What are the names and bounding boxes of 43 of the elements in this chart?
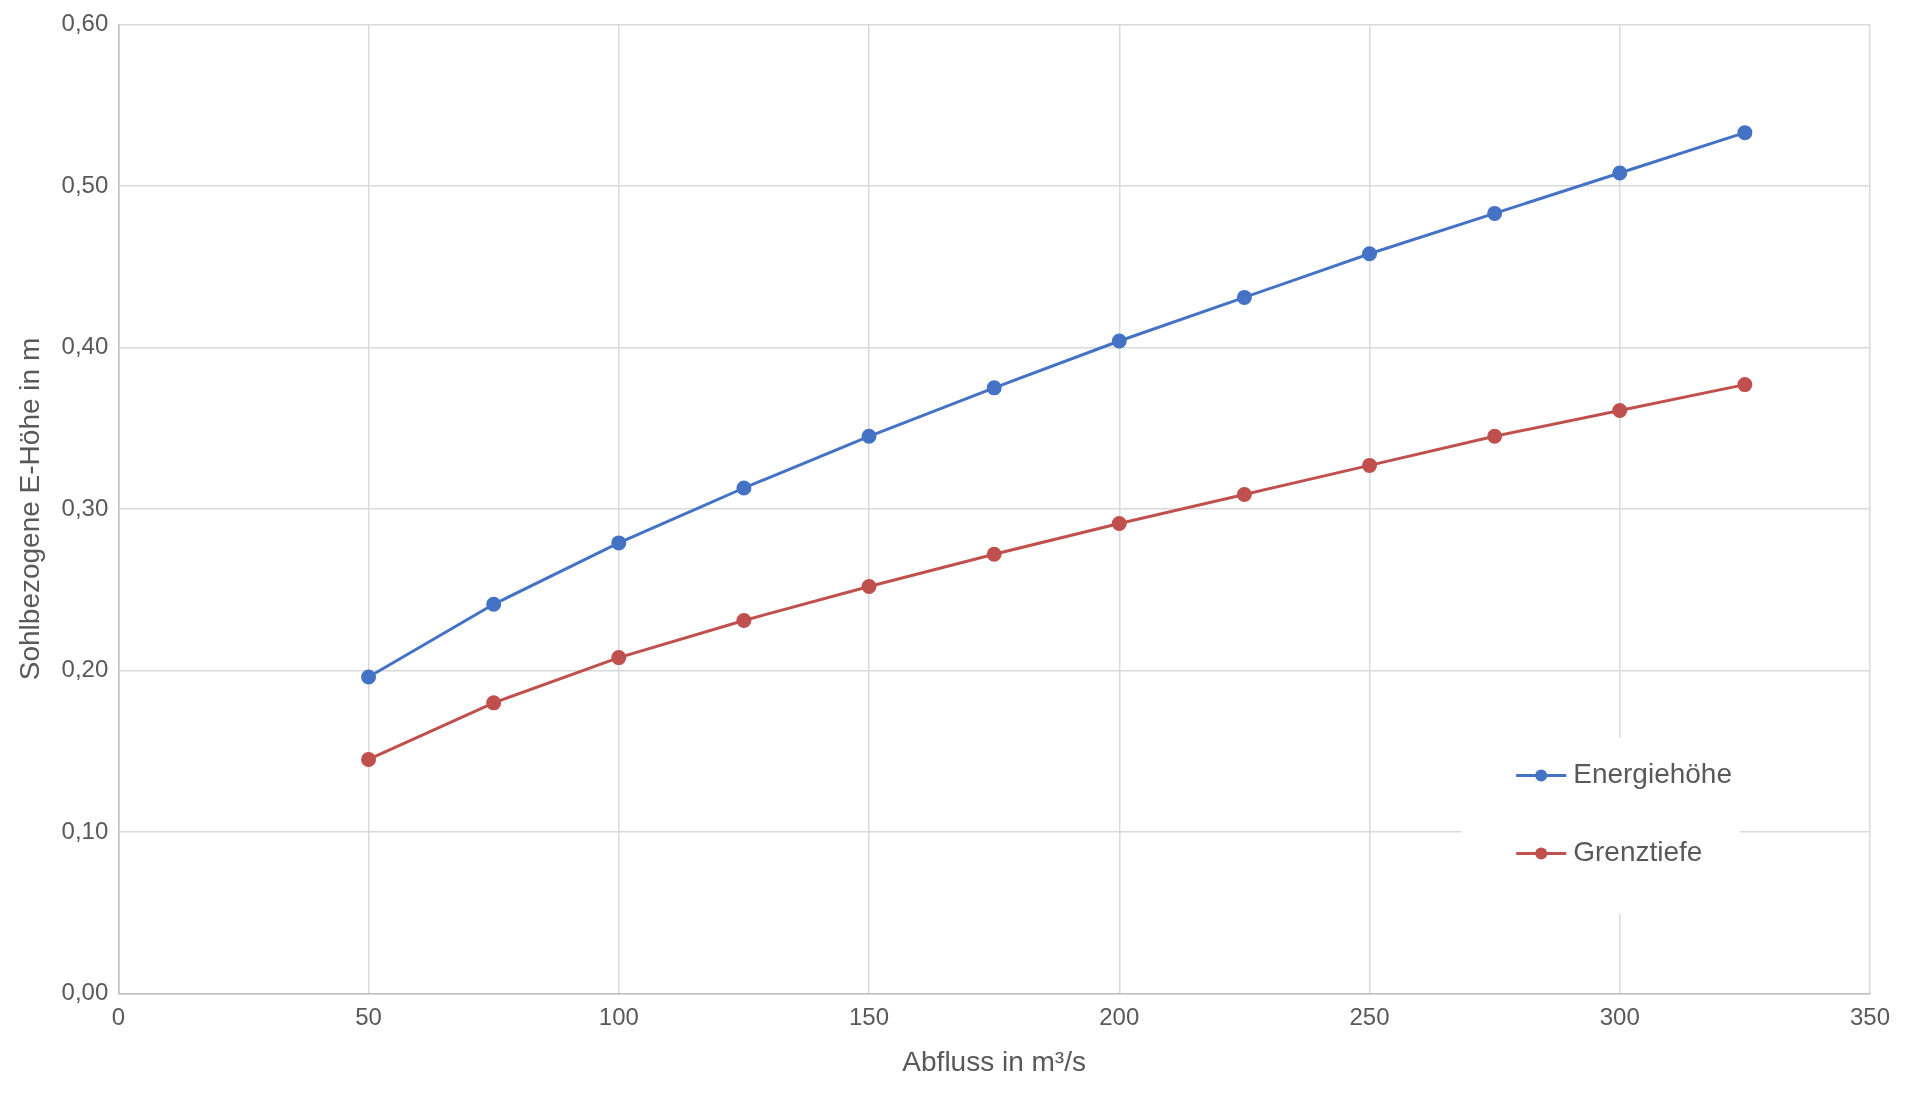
y-tick-label: 0,50 bbox=[61, 170, 109, 198]
point bbox=[1362, 246, 1378, 262]
point bbox=[611, 535, 627, 551]
point bbox=[1111, 516, 1127, 532]
y-tick-label: 0,10 bbox=[61, 816, 109, 844]
legend-label: Grenztiefe bbox=[1573, 836, 1703, 868]
x-tick-label: 200 bbox=[1099, 1002, 1140, 1030]
y-tick-label: 0,00 bbox=[61, 978, 109, 1006]
x-tick-label: 250 bbox=[1349, 1002, 1390, 1030]
legend-label: Energiehöhe bbox=[1573, 758, 1733, 790]
x-tick-label: 350 bbox=[1849, 1002, 1891, 1030]
y-axis-title: Sohlbezogene E-Höhe in m bbox=[13, 337, 45, 681]
x-tick-label: 100 bbox=[598, 1002, 639, 1030]
point bbox=[1612, 165, 1628, 181]
point bbox=[986, 546, 1002, 562]
point bbox=[1737, 125, 1753, 141]
point bbox=[986, 380, 1002, 396]
x-axis-title: Abfluss in m³/s bbox=[902, 1045, 1086, 1077]
point bbox=[361, 751, 377, 767]
y-tick-label: 0,30 bbox=[61, 493, 109, 521]
point bbox=[861, 579, 877, 595]
point bbox=[1362, 457, 1378, 473]
point bbox=[486, 695, 502, 711]
x-tick-label: 150 bbox=[849, 1002, 890, 1030]
x-tick-label: 50 bbox=[355, 1002, 382, 1030]
x-tick-label: 0 bbox=[111, 1002, 125, 1030]
point bbox=[1737, 377, 1753, 393]
point bbox=[486, 596, 502, 612]
point bbox=[736, 480, 752, 496]
point bbox=[1487, 428, 1503, 444]
x-tick-label: 300 bbox=[1599, 1002, 1640, 1030]
point bbox=[1111, 333, 1127, 349]
point bbox=[1236, 289, 1252, 305]
point bbox=[1236, 486, 1252, 502]
point bbox=[361, 669, 377, 685]
point bbox=[1487, 205, 1503, 221]
point bbox=[611, 650, 627, 666]
y-tick-label: 0,60 bbox=[61, 9, 109, 37]
point bbox=[861, 428, 877, 444]
y-tick-label: 0,20 bbox=[61, 655, 109, 683]
point bbox=[736, 612, 752, 628]
y-tick-label: 0,40 bbox=[61, 332, 109, 360]
point bbox=[1612, 402, 1628, 418]
